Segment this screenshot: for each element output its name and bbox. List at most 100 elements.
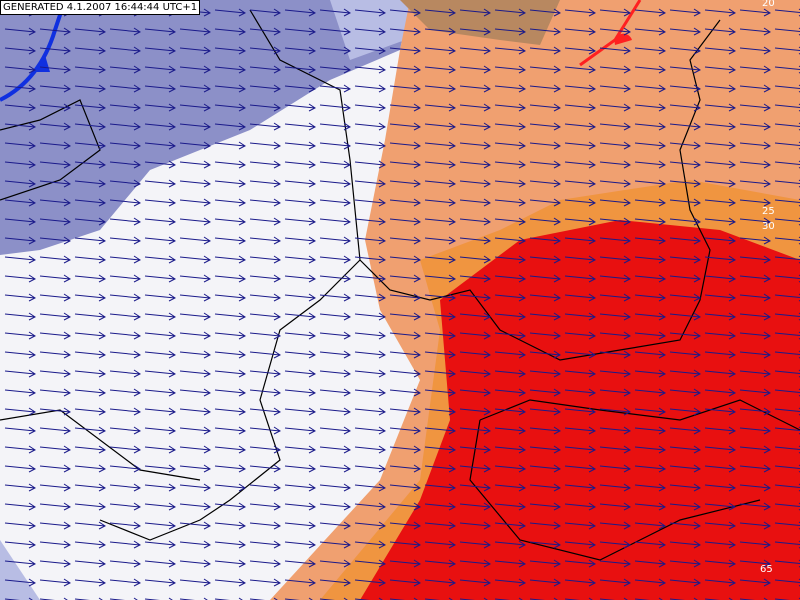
wind-arrow xyxy=(634,27,666,36)
wind-arrow xyxy=(214,293,246,302)
wind-arrow xyxy=(459,160,491,169)
wind-arrow xyxy=(249,369,281,378)
wind-arrow xyxy=(284,122,316,131)
wind-arrow xyxy=(739,331,771,340)
wind-arrow xyxy=(459,84,491,93)
wind-arrow xyxy=(284,540,316,549)
wind-arrow xyxy=(494,559,526,568)
wind-arrow xyxy=(424,331,456,340)
wind-arrow xyxy=(739,46,771,55)
wind-arrow xyxy=(4,160,36,169)
wind-arrow xyxy=(144,198,176,207)
wind-arrow xyxy=(599,46,631,55)
wind-arrow xyxy=(459,540,491,549)
wind-arrow xyxy=(494,578,526,587)
wind-arrow xyxy=(39,65,71,74)
wind-arrow xyxy=(529,160,561,169)
wind-arrow xyxy=(424,27,456,36)
wind-arrow xyxy=(179,65,211,74)
wind-arrow xyxy=(739,521,771,530)
wind-arrow xyxy=(494,331,526,340)
wind-arrow xyxy=(179,369,211,378)
wind-arrow xyxy=(599,540,631,549)
wind-arrow xyxy=(669,217,701,226)
wind-arrow xyxy=(284,445,316,454)
wind-arrow xyxy=(249,388,281,397)
wind-arrow xyxy=(739,293,771,302)
wind-arrow xyxy=(354,236,386,245)
wind-arrow xyxy=(599,388,631,397)
wind-arrow xyxy=(354,483,386,492)
wind-arrow xyxy=(529,445,561,454)
wind-arrow xyxy=(494,445,526,454)
wind-arrow xyxy=(4,236,36,245)
wind-arrow xyxy=(249,350,281,359)
wind-arrow xyxy=(4,274,36,283)
wind-arrow xyxy=(179,103,211,112)
wind-arrow xyxy=(74,521,106,530)
wind-arrow xyxy=(214,502,246,511)
wind-arrow xyxy=(704,8,736,17)
wind-arrow xyxy=(494,122,526,131)
wind-arrow xyxy=(74,312,106,321)
wind-arrow xyxy=(704,103,736,112)
wind-arrow xyxy=(284,198,316,207)
wind-arrow xyxy=(564,388,596,397)
wind-arrow xyxy=(144,578,176,587)
wind-arrow xyxy=(424,540,456,549)
wind-arrow xyxy=(74,578,106,587)
wind-arrow xyxy=(564,331,596,340)
wind-arrow xyxy=(389,578,421,587)
wind-arrow xyxy=(389,312,421,321)
wind-arrow xyxy=(529,217,561,226)
wind-arrow xyxy=(354,255,386,264)
wind-arrow xyxy=(179,578,211,587)
wind-arrow xyxy=(109,521,141,530)
wind-arrow xyxy=(634,8,666,17)
wind-arrow xyxy=(459,8,491,17)
wind-arrow xyxy=(284,217,316,226)
wind-arrow xyxy=(389,426,421,435)
wind-arrow xyxy=(4,369,36,378)
wind-arrow xyxy=(389,236,421,245)
wind-arrow xyxy=(4,426,36,435)
wind-arrow xyxy=(704,179,736,188)
wind-arrow xyxy=(494,84,526,93)
wind-arrow xyxy=(634,559,666,568)
wind-arrow xyxy=(424,122,456,131)
wind-arrow xyxy=(459,27,491,36)
wind-arrow xyxy=(459,521,491,530)
wind-arrow xyxy=(669,160,701,169)
wind-arrow xyxy=(669,236,701,245)
wind-arrow xyxy=(424,255,456,264)
wind-arrow xyxy=(494,8,526,17)
wind-arrow xyxy=(389,388,421,397)
wind-arrow xyxy=(319,312,351,321)
wind-arrow xyxy=(564,407,596,416)
wind-arrow xyxy=(109,160,141,169)
wind-arrow xyxy=(704,27,736,36)
wind-arrow xyxy=(424,160,456,169)
wind-arrow xyxy=(599,122,631,131)
wind-arrow xyxy=(354,502,386,511)
wind-arrow xyxy=(634,255,666,264)
wind-arrow xyxy=(109,27,141,36)
wind-arrow xyxy=(74,217,106,226)
wind-arrow xyxy=(704,445,736,454)
wind-arrow xyxy=(109,312,141,321)
wind-arrow xyxy=(319,198,351,207)
wind-arrow xyxy=(529,407,561,416)
wind-arrow xyxy=(494,217,526,226)
wind-arrow xyxy=(669,540,701,549)
wind-arrow xyxy=(634,464,666,473)
wind-arrow xyxy=(249,103,281,112)
wind-arrow xyxy=(39,483,71,492)
wind-arrow xyxy=(4,521,36,530)
wind-arrow xyxy=(354,65,386,74)
wind-arrow xyxy=(459,559,491,568)
wind-arrow xyxy=(354,141,386,150)
wind-arrow xyxy=(319,236,351,245)
wind-arrow xyxy=(424,445,456,454)
wind-arrow xyxy=(144,407,176,416)
wind-arrow xyxy=(669,369,701,378)
